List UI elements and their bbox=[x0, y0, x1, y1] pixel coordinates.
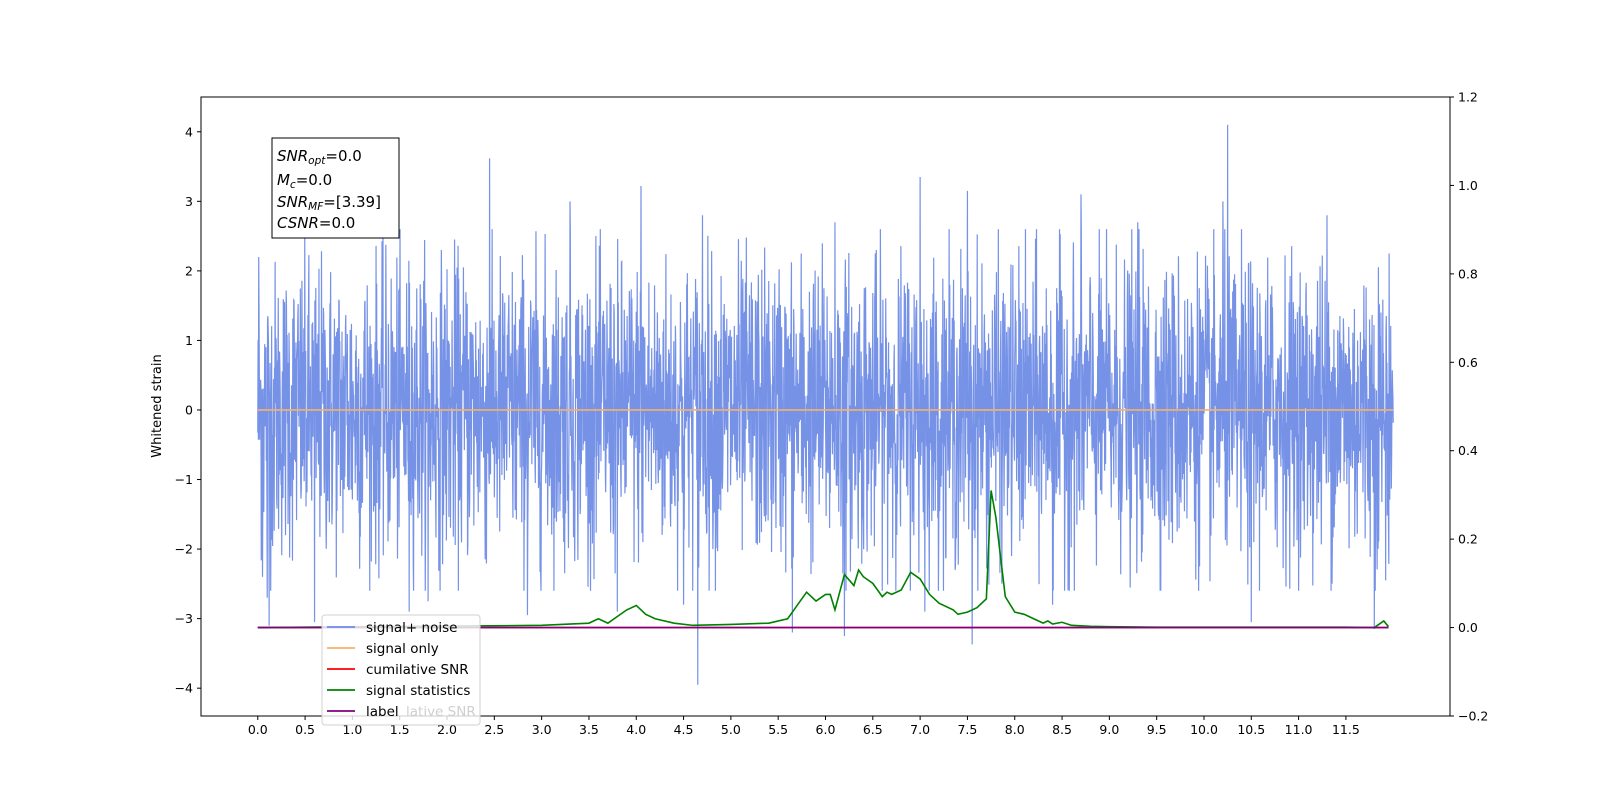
x-tick-label: 6.5 bbox=[863, 722, 883, 737]
y-tick-right-label: 1.0 bbox=[1458, 178, 1478, 193]
y-tick-right-label: 1.2 bbox=[1458, 90, 1478, 105]
annotation-line: CSNR=0.0 bbox=[277, 214, 355, 232]
x-tick-label: 8.0 bbox=[1005, 722, 1025, 737]
y-axis-left: −4 −3 −2 −1 0 1 2 3 4 bbox=[175, 124, 201, 696]
y-axis-right: −0.2 0.0 0.2 0.4 0.6 0.8 1.0 1.2 bbox=[1450, 90, 1488, 724]
series-layer bbox=[257, 124, 1394, 685]
x-tick-label: 1.0 bbox=[342, 722, 362, 737]
x-tick-label: 10.0 bbox=[1190, 722, 1218, 737]
x-tick-label: 10.5 bbox=[1237, 722, 1265, 737]
x-tick-label: 11.5 bbox=[1332, 722, 1360, 737]
y-tick-label: −1 bbox=[175, 472, 193, 487]
y-tick-label: 0 bbox=[185, 402, 193, 417]
legend-label: signal statistics bbox=[366, 683, 470, 699]
x-tick-label: 5.0 bbox=[721, 722, 741, 737]
x-tick-label: 4.0 bbox=[626, 722, 646, 737]
annotation-line: SNRMF=[3.39] bbox=[277, 193, 381, 213]
y-tick-right-label: 0.6 bbox=[1458, 355, 1478, 370]
y-tick-label: 1 bbox=[185, 333, 193, 348]
legend-label: signal+ noise bbox=[366, 620, 457, 636]
x-tick-label: 0.5 bbox=[295, 722, 315, 737]
y-tick-right-label: 0.4 bbox=[1458, 443, 1478, 458]
y-tick-label: 2 bbox=[185, 263, 193, 278]
legend: signal+ noise signal only cumilative SNR si… bbox=[321, 614, 481, 726]
legend-label: signal only bbox=[366, 641, 439, 657]
annotation-line: Mc=0.0 bbox=[277, 171, 332, 191]
x-tick-label: 3.5 bbox=[579, 722, 599, 737]
series-line-signal-statistics bbox=[257, 490, 1390, 629]
x-tick-label: 9.0 bbox=[1099, 722, 1119, 737]
y-tick-label: −2 bbox=[175, 542, 193, 557]
legend-frame bbox=[321, 614, 481, 726]
x-tick-label: 11.0 bbox=[1285, 722, 1313, 737]
annotation-frame bbox=[271, 137, 400, 239]
x-tick-label: 0.0 bbox=[248, 722, 268, 737]
legend-overlap-text: lative SNR bbox=[406, 704, 476, 720]
annotation-line: SNRopt=0.0 bbox=[277, 147, 362, 167]
legend-label: label bbox=[366, 704, 399, 720]
y-tick-right-label: 0.0 bbox=[1458, 620, 1478, 635]
legend-label: cumilative SNR bbox=[366, 662, 469, 678]
x-tick-label: 2.5 bbox=[484, 722, 504, 737]
x-tick-label: 5.5 bbox=[768, 722, 788, 737]
y-tick-label: −3 bbox=[175, 611, 193, 626]
series-line-signal-noise bbox=[257, 124, 1394, 685]
y-tick-label: 4 bbox=[185, 124, 193, 139]
x-tick-label: 8.5 bbox=[1052, 722, 1072, 737]
x-tick-label: 7.0 bbox=[910, 722, 930, 737]
x-tick-label: 7.5 bbox=[957, 722, 977, 737]
y-tick-right-label: −0.2 bbox=[1458, 709, 1488, 724]
x-tick-label: 9.5 bbox=[1147, 722, 1167, 737]
y-tick-right-label: 0.2 bbox=[1458, 532, 1478, 547]
y-tick-right-label: 0.8 bbox=[1458, 266, 1478, 281]
x-tick-label: 2.0 bbox=[437, 722, 457, 737]
x-tick-label: 1.5 bbox=[390, 722, 410, 737]
y-tick-label: 3 bbox=[185, 194, 193, 209]
x-axis: 0.0 0.5 1.0 1.5 2.0 2.5 3.0 3.5 4.0 4.5 5.0 5.5 6.0 6… bbox=[248, 716, 1360, 737]
x-tick-label: 4.5 bbox=[674, 722, 694, 737]
x-tick-label: 3.0 bbox=[532, 722, 552, 737]
y-axis-title: Whitened strain bbox=[150, 354, 165, 457]
y-tick-label: −4 bbox=[175, 681, 193, 696]
x-tick-label: 6.0 bbox=[816, 722, 836, 737]
